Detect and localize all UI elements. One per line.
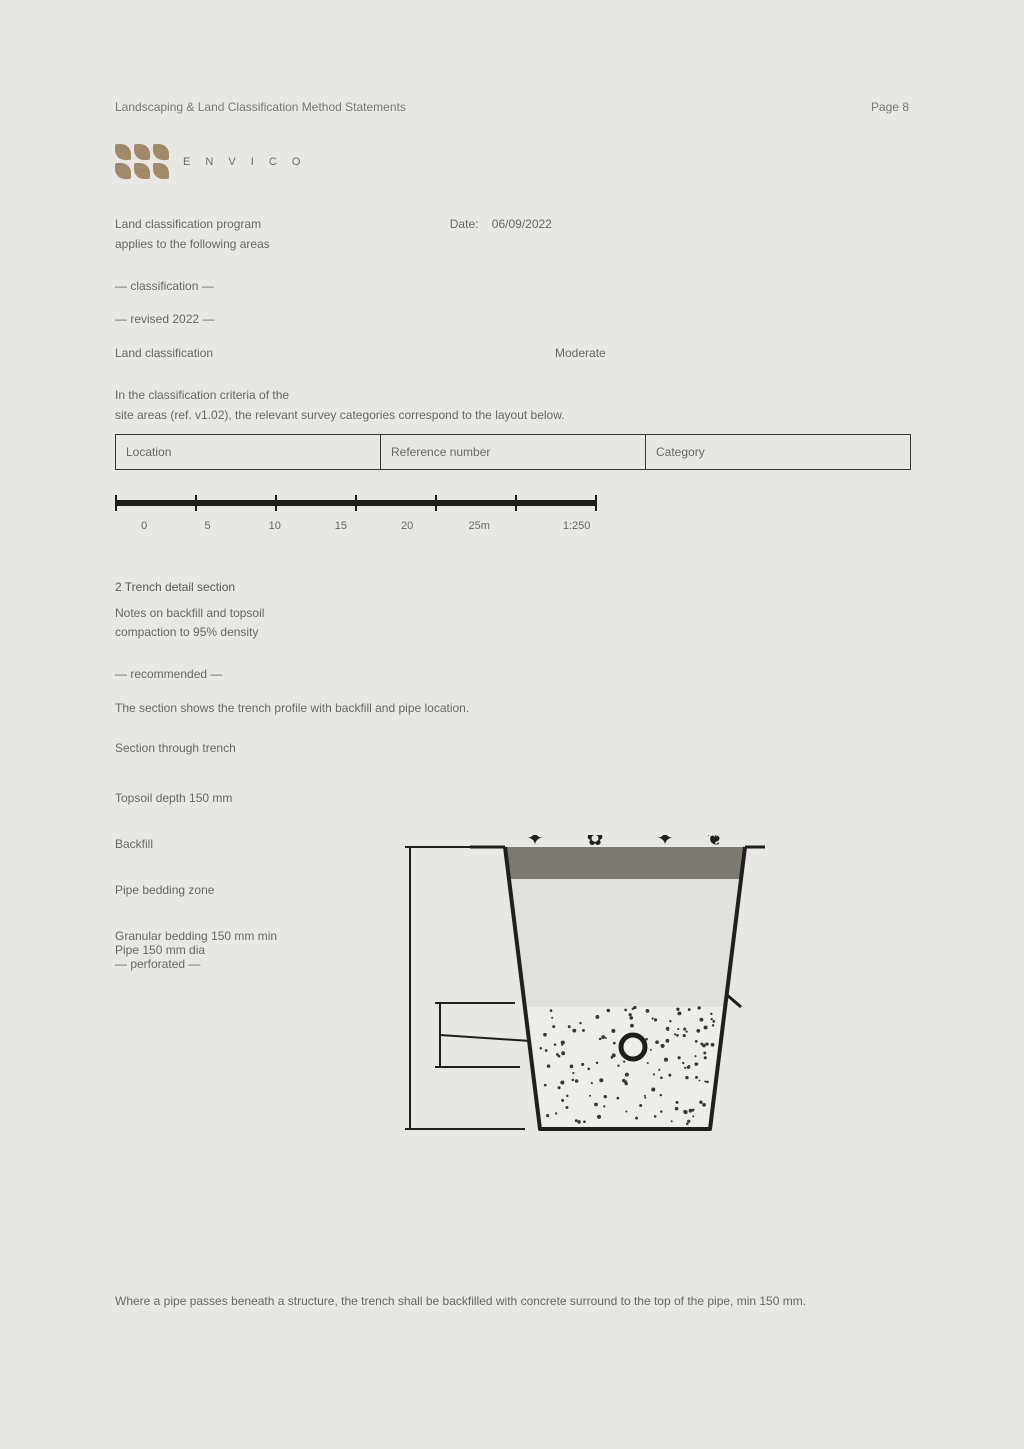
scale-bar: 0510152025m1:250	[115, 500, 909, 532]
svg-text:❦: ❦	[707, 835, 724, 850]
para-2: site areas (ref. v1.02), the relevant su…	[115, 406, 909, 426]
scale-label: 10	[242, 520, 308, 532]
row-3: Backfill	[115, 837, 375, 851]
footer-note: Where a pipe passes beneath a structure,…	[115, 1291, 909, 1311]
scale-label: 15	[308, 520, 374, 532]
summary-label: Land classification	[115, 344, 375, 364]
scale-label: 25m	[440, 520, 518, 532]
row-1: Section through trench	[115, 741, 375, 755]
scale-label: 1:250	[518, 520, 635, 532]
scale-tick	[115, 495, 117, 511]
scale-tick	[595, 495, 597, 511]
logo-row: E N V I C O	[115, 144, 909, 179]
date-label: Date:	[450, 217, 479, 231]
date-value: 06/09/2022	[492, 217, 552, 231]
line-b: — revised 2022 —	[115, 310, 909, 330]
bullet-2: — recommended —	[115, 665, 909, 685]
row-5c: — perforated —	[115, 957, 375, 971]
summary-row: Land classification Moderate	[115, 344, 909, 364]
para-1: In the classification criteria of the	[115, 386, 909, 406]
intro-line-2: applies to the following areas	[115, 235, 270, 255]
para-block: In the classification criteria of the si…	[115, 386, 909, 426]
table-col-3: Category	[646, 435, 910, 469]
intro-block: Land classification program applies to t…	[115, 215, 909, 255]
bullet-1b: compaction to 95% density	[115, 623, 909, 643]
svg-text:✦: ✦	[657, 835, 674, 850]
scale-tick	[515, 495, 517, 511]
doc-title: Landscaping & Land Classification Method…	[115, 100, 406, 114]
scale-tick	[435, 495, 437, 511]
table-col-2: Reference number	[381, 435, 646, 469]
row-4: Pipe bedding zone	[115, 883, 375, 897]
summary-value: Moderate	[555, 344, 606, 364]
scale-label: 20	[374, 520, 440, 532]
row-5a: Granular bedding 150 mm min	[115, 929, 375, 943]
table-col-1: Location	[116, 435, 381, 469]
line-a: — classification —	[115, 277, 909, 297]
row-2: Topsoil depth 150 mm	[115, 791, 375, 805]
classification-table: Location Reference number Category	[115, 434, 911, 470]
brand-name: E N V I C O	[183, 156, 306, 168]
scale-tick	[195, 495, 197, 511]
trench-diagram: ✦ ✿ ✦ ❦	[395, 835, 765, 1140]
svg-text:✿: ✿	[587, 835, 604, 850]
svg-text:✦: ✦	[527, 835, 544, 850]
leaf-logo-icon	[115, 144, 169, 179]
bullet-1a: Notes on backfill and topsoil	[115, 604, 909, 624]
row-5b: Pipe 150 mm dia	[115, 943, 375, 957]
line-3: The section shows the trench profile wit…	[115, 699, 909, 719]
bullets-1: Notes on backfill and topsoil compaction…	[115, 604, 909, 644]
scale-label: 5	[173, 520, 241, 532]
scale-label: 0	[115, 520, 173, 532]
intro-line-1: Land classification program	[115, 215, 270, 235]
scale-tick	[355, 495, 357, 511]
section-2-title: 2 Trench detail section	[115, 580, 909, 594]
scale-tick	[275, 495, 277, 511]
page-number: Page 8	[871, 100, 909, 114]
